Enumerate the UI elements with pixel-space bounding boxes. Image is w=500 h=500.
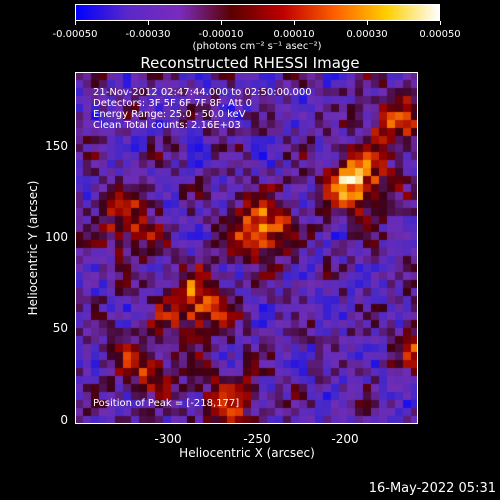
info-detectors: Detectors: 3F 5F 6F 7F 8F, Att 0	[93, 98, 253, 109]
x-axis-label: Heliocentric X (arcsec)	[179, 446, 315, 460]
colorbar-tick-label: -0.00030	[125, 29, 171, 40]
colorbar-tick-label: -0.00050	[52, 29, 98, 40]
x-tick-label: -250	[243, 432, 271, 446]
colorbar-tick-label: -0.00010	[198, 29, 244, 40]
colorbar-units: (photons cm⁻² s⁻¹ asec⁻²)	[192, 41, 322, 52]
colorbar-tick-mark	[147, 21, 149, 25]
colorbar	[75, 4, 440, 21]
info-energy-range: Energy Range: 25.0 - 50.0 keV	[93, 109, 246, 120]
y-axis-label: Heliocentric Y (arcsec)	[26, 180, 40, 316]
colorbar-tick-mark	[439, 21, 441, 25]
x-tick-label: -300	[154, 432, 182, 446]
timestamp: 16-May-2022 05:31	[368, 481, 496, 496]
colorbar-tick-label: 0.00030	[346, 29, 388, 40]
colorbar-tick-mark	[220, 21, 222, 25]
colorbar-tick-label: 0.00010	[273, 29, 315, 40]
rhessi-image	[75, 72, 418, 424]
y-tick-label: 0	[60, 413, 68, 427]
x-tick-label: -200	[331, 432, 359, 446]
plot-title: Reconstructed RHESSI Image	[140, 54, 360, 72]
info-clean-counts: Clean Total counts: 2.16E+03	[93, 120, 241, 131]
colorbar-tick-mark	[366, 21, 368, 25]
peak-position-label: Position of Peak = [-218,177]	[93, 398, 240, 409]
y-tick-label: 150	[45, 139, 68, 153]
info-time-range: 21-Nov-2012 02:47:44.000 to 02:50:00.000	[93, 87, 312, 98]
y-tick-label: 50	[52, 321, 68, 335]
colorbar-tick-mark	[74, 21, 76, 25]
colorbar-tick-mark	[293, 21, 295, 25]
y-tick-label: 100	[45, 230, 68, 244]
colorbar-tick-label: 0.00050	[419, 29, 461, 40]
